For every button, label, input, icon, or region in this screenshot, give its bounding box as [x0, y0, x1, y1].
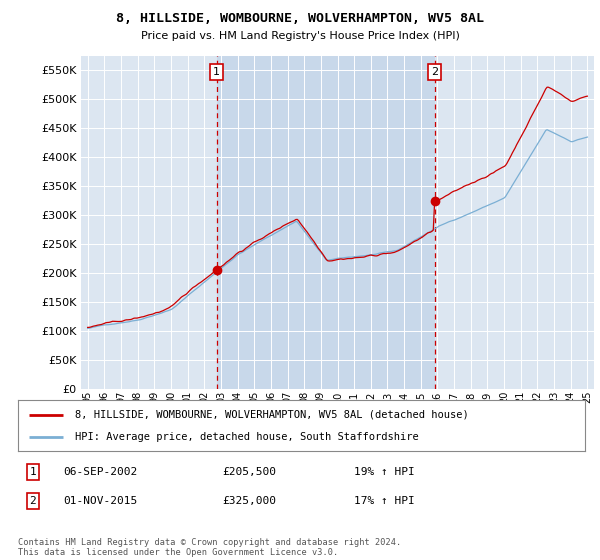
Text: Price paid vs. HM Land Registry's House Price Index (HPI): Price paid vs. HM Land Registry's House …: [140, 31, 460, 41]
Text: 06-SEP-2002: 06-SEP-2002: [63, 467, 137, 477]
Text: 8, HILLSIDE, WOMBOURNE, WOLVERHAMPTON, WV5 8AL: 8, HILLSIDE, WOMBOURNE, WOLVERHAMPTON, W…: [116, 12, 484, 25]
Text: HPI: Average price, detached house, South Staffordshire: HPI: Average price, detached house, Sout…: [75, 432, 418, 442]
Text: 01-NOV-2015: 01-NOV-2015: [63, 496, 137, 506]
Text: £205,500: £205,500: [222, 467, 276, 477]
Text: 1: 1: [213, 67, 220, 77]
Text: 2: 2: [29, 496, 37, 506]
Text: 8, HILLSIDE, WOMBOURNE, WOLVERHAMPTON, WV5 8AL (detached house): 8, HILLSIDE, WOMBOURNE, WOLVERHAMPTON, W…: [75, 409, 469, 419]
Bar: [217, 56, 434, 389]
Text: £325,000: £325,000: [222, 496, 276, 506]
Text: 17% ↑ HPI: 17% ↑ HPI: [354, 496, 415, 506]
Text: Contains HM Land Registry data © Crown copyright and database right 2024.
This d: Contains HM Land Registry data © Crown c…: [18, 538, 401, 557]
Text: 19% ↑ HPI: 19% ↑ HPI: [354, 467, 415, 477]
Text: 2: 2: [431, 67, 438, 77]
Text: 1: 1: [29, 467, 37, 477]
